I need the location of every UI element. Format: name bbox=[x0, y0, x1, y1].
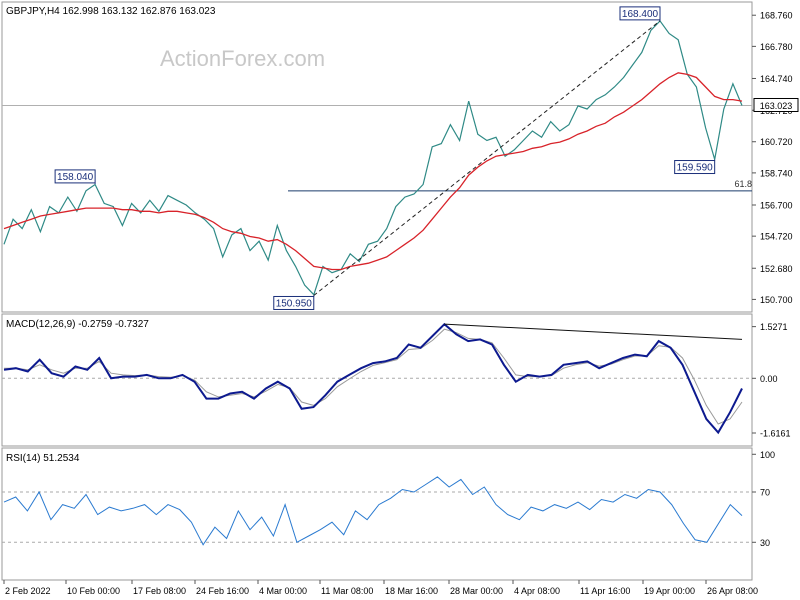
rsi-series-layer bbox=[2, 476, 752, 546]
macd-y-axis: 1.5271 0.00 -1.6161 bbox=[752, 322, 791, 439]
rsi-panel-title: RSI(14) 51.2534 bbox=[6, 453, 80, 464]
time-axis-tick-label: 4 Apr 08:00 bbox=[514, 586, 560, 596]
price-y-tick-label: 154.720 bbox=[760, 232, 793, 242]
time-axis-tick-label: 26 Apr 08:00 bbox=[707, 586, 758, 596]
price-panel-title: GBPJPY,H4 162.998 163.132 162.876 163.02… bbox=[6, 6, 216, 17]
rsi-panel-frame bbox=[1, 447, 753, 581]
price-annotation-label: 150.950 bbox=[276, 298, 313, 309]
price-annotation-label: 158.040 bbox=[57, 172, 94, 183]
macd-y-tick-label: 0.00 bbox=[760, 374, 778, 384]
rsi-line bbox=[3, 476, 743, 546]
time-axis-tick-label: 17 Feb 08:00 bbox=[133, 586, 186, 596]
macd-panel-title: MACD(12,26,9) -0.2759 -0.7327 bbox=[6, 319, 149, 330]
time-axis-tick-label: 11 Apr 16:00 bbox=[580, 586, 630, 596]
time-axis-tick-label: 10 Feb 00:00 bbox=[67, 586, 120, 596]
rsi-y-axis: 100 70 30 bbox=[752, 450, 775, 548]
price-annotation-label: 168.400 bbox=[622, 9, 659, 20]
macd-signal-line bbox=[4, 328, 743, 425]
price-y-tick-label: 168.760 bbox=[760, 11, 793, 21]
price-panel: ActionForex.com GBPJPY,H4 162.998 163.13… bbox=[1, 1, 799, 313]
price-y-tick-label: 158.740 bbox=[760, 168, 793, 178]
price-trendline bbox=[313, 20, 661, 296]
price-y-tick-label: 152.680 bbox=[760, 264, 793, 274]
price-series-line bbox=[3, 19, 743, 296]
price-annotation-box bbox=[54, 169, 96, 184]
price-annotation-box bbox=[273, 295, 315, 310]
price-y-tick-label: 156.700 bbox=[760, 200, 793, 210]
price-annotation-label: 159.590 bbox=[677, 163, 714, 174]
time-axis-tick-label: 2 Feb 2022 bbox=[5, 586, 51, 596]
fib-level-label: 61.8 bbox=[734, 179, 752, 189]
price-y-tick-label: 166.780 bbox=[760, 42, 793, 52]
time-axis-tick-label: 19 Apr 00:00 bbox=[644, 586, 695, 596]
macd-y-tick-label: 1.5271 bbox=[760, 322, 788, 332]
rsi-y-tick-label: 100 bbox=[760, 450, 775, 460]
macd-y-tick-label: -1.6161 bbox=[760, 429, 791, 439]
rsi-panel: RSI(14) 51.2534 100 70 30 bbox=[1, 447, 775, 581]
current-price-tag bbox=[753, 97, 799, 112]
price-annotations: 158.040 150.950 168.400 159.590 163.023 bbox=[54, 6, 799, 310]
time-axis-tick-label: 24 Feb 16:00 bbox=[196, 586, 249, 596]
current-price-tag-label: 163.023 bbox=[760, 101, 793, 111]
time-axis-tick-label: 18 Mar 16:00 bbox=[385, 586, 438, 596]
price-y-tick-label: 150.700 bbox=[760, 295, 793, 305]
macd-panel-frame bbox=[1, 313, 753, 447]
rsi-y-tick-label: 70 bbox=[760, 488, 770, 498]
price-panel-frame bbox=[1, 1, 753, 313]
time-axis-tick-label: 28 Mar 00:00 bbox=[450, 586, 503, 596]
macd-trendline bbox=[444, 323, 743, 340]
rsi-y-tick-label: 30 bbox=[760, 538, 770, 548]
watermark: ActionForex.com bbox=[160, 46, 325, 71]
macd-series-layer bbox=[2, 322, 752, 435]
price-annotation-box bbox=[619, 6, 661, 21]
moving-average-line bbox=[3, 72, 743, 271]
price-series-layer: 61.8 bbox=[2, 19, 752, 296]
time-axis-tick-label: 4 Mar 00:00 bbox=[259, 586, 307, 596]
time-axis: 2 Feb 2022 10 Feb 00:00 17 Feb 08:00 24 Feb… bbox=[3, 580, 758, 596]
macd-panel: MACD(12,26,9) -0.2759 -0.7327 1.5271 0.00… bbox=[1, 313, 791, 447]
macd-line bbox=[3, 322, 743, 435]
price-annotation-box bbox=[674, 160, 716, 175]
price-y-tick-label: 164.740 bbox=[760, 74, 793, 84]
time-axis-tick-label: 11 Mar 08:00 bbox=[321, 586, 373, 596]
price-y-tick-label: 160.720 bbox=[760, 137, 793, 147]
